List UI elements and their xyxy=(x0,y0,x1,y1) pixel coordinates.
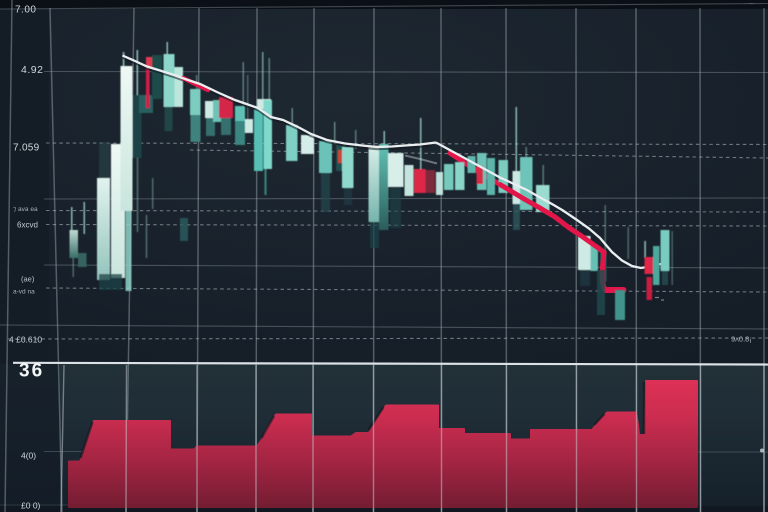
svg-text:· ·–·: · ·–· xyxy=(745,1,755,7)
svg-text:36: 36 xyxy=(19,361,44,382)
svg-text:6xcvd: 6xcvd xyxy=(17,221,38,230)
svg-text:4.92: 4.92 xyxy=(21,64,43,76)
svg-text:⁊ ava ea: ⁊ ava ea xyxy=(13,206,38,213)
svg-text:(ae): (ae) xyxy=(21,275,35,284)
svg-text:9ʌ0.8¡: 9ʌ0.8¡ xyxy=(731,335,752,344)
svg-text:4(0): 4(0) xyxy=(21,451,36,461)
svg-text:a-vd na: a-vd na xyxy=(13,289,35,296)
svg-text:£0 0): £0 0) xyxy=(21,501,41,511)
svg-text:4 £0.610: 4 £0.610 xyxy=(9,335,42,345)
svg-text:7.00: 7.00 xyxy=(15,5,36,16)
svg-text:7.059: 7.059 xyxy=(13,143,40,154)
